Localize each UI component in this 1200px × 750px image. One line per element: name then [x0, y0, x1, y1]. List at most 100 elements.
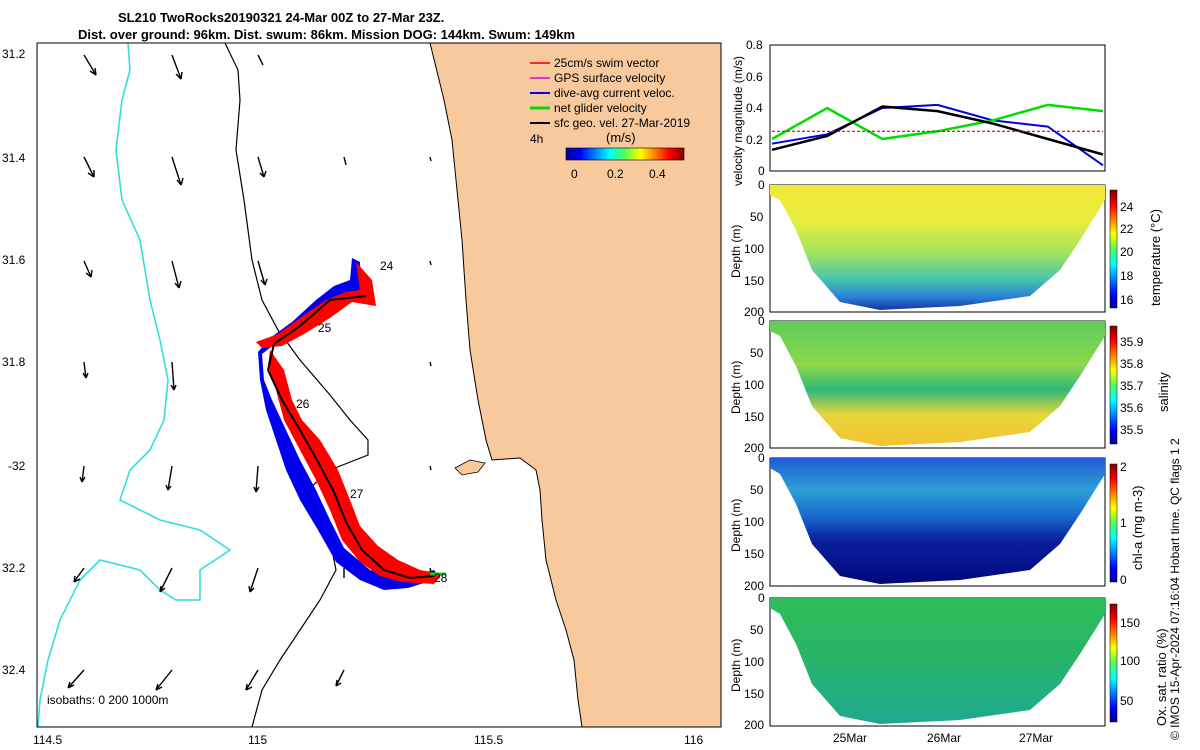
temp-cbtick-2: 20	[1120, 245, 1134, 259]
temperature-field	[770, 185, 1105, 310]
sal-cbtick-3: 35.8	[1120, 357, 1144, 371]
map-lon-ticks: 114.5 115 115.5 116	[33, 733, 703, 747]
time-tick-25mar: 25Mar	[833, 731, 867, 745]
temp-depth-50: 50	[750, 210, 764, 224]
chla-colorbar	[1109, 463, 1118, 583]
oxygen-field	[770, 598, 1105, 724]
arrow-14	[155, 669, 173, 691]
chla-cblabel: chl-a (mg m-3)	[1130, 485, 1145, 570]
vel-ytick-0: 0	[758, 164, 765, 178]
chla-cbtick-2: 2	[1120, 460, 1127, 474]
glider-track-line	[266, 295, 435, 580]
map-colorbar	[565, 147, 685, 161]
salinity-ylabel: Depth (m)	[729, 361, 743, 414]
chla-depth-0: 0	[758, 451, 765, 465]
temperature-colorbar	[1109, 189, 1118, 309]
velocity-panel: 0 0.2 0.4 0.6 0.8 velocity magnitude (m/…	[731, 38, 1106, 186]
temperature-ylabel: Depth (m)	[729, 225, 743, 278]
lon-tick-3: 115.5	[474, 733, 503, 747]
vel-ytick-2: 0.4	[746, 101, 763, 115]
arrow-3	[83, 156, 95, 178]
salinity-field	[770, 321, 1105, 446]
arrow-16	[257, 260, 268, 286]
ox-cbtick-2: 150	[1120, 616, 1140, 630]
arrow-9	[79, 465, 86, 483]
temp-cbtick-4: 24	[1120, 200, 1134, 214]
title-line-1: SL210 TwoRocks20190321 24-Mar 00Z to 27-…	[118, 10, 445, 25]
arrow-18	[248, 567, 259, 593]
lat-tick-4: 31.8	[2, 355, 26, 369]
legend-label-swim: 25cm/s swim vector	[554, 56, 659, 70]
temperature-panel: Depth (m) 16 18 20 22 24 temperature (°C…	[729, 184, 1163, 313]
map-colorbar-tick-0: 0	[571, 167, 578, 181]
arrow-27	[429, 465, 432, 471]
ox-depth-100: 100	[744, 655, 764, 669]
ox-cbtick-1: 100	[1120, 654, 1140, 668]
map-colorbar-tick-1: 0.2	[607, 167, 624, 181]
legend-4h: 4h	[530, 132, 543, 146]
map-colorbar-tick-2: 0.4	[649, 167, 666, 181]
sal-depth-50: 50	[750, 346, 764, 360]
velocity-marks	[771, 103, 1104, 167]
velocity-series-1	[771, 103, 1104, 167]
vel-ytick-3: 0.6	[746, 70, 763, 84]
salinity-colorbar	[1109, 325, 1118, 445]
day-label-28: 28	[434, 571, 448, 585]
chla-depth-200: 200	[744, 579, 764, 593]
ox-depth-50: 50	[750, 623, 764, 637]
oxygen-panel: Depth (m) 50 100 150 Ox. sat. ratio (%)	[729, 597, 1169, 727]
arrow-25	[429, 260, 432, 266]
lat-tick-6: 32.2	[2, 561, 26, 575]
velocity-ylabel: velocity magnitude (m/s)	[731, 56, 745, 186]
ox-cbtick-0: 50	[1120, 694, 1134, 708]
chla-cbtick-1: 1	[1120, 516, 1127, 530]
depth-ticks: 0 50 100 150 200 0 50 100 150 200 0 50 1…	[744, 178, 765, 732]
lat-tick-1: 31.2	[2, 47, 26, 61]
time-ticks: 25Mar 26Mar 27Mar	[833, 731, 1053, 745]
arrow-1	[83, 54, 97, 76]
lon-tick-1: 114.5	[33, 733, 62, 747]
day-label-27: 27	[350, 487, 364, 501]
lat-tick-5: -32	[8, 459, 26, 473]
arrow-23	[257, 54, 264, 66]
map-lat-ticks: 31.2 31.4 31.6 31.8 -32 32.2 32.4	[2, 47, 26, 677]
arrow-10	[165, 465, 173, 491]
lat-tick-7: 32.4	[2, 663, 26, 677]
temp-cbtick-0: 16	[1120, 293, 1134, 307]
legend-label-dive: dive-avg current veloc.	[554, 86, 675, 100]
arrow-2	[171, 54, 183, 80]
arrow-22	[343, 156, 347, 166]
map-panel: 24 25 26 27 28 25cm/s swim vector GPS su…	[2, 42, 722, 747]
ox-depth-200: 200	[744, 718, 764, 732]
time-tick-27mar: 27Mar	[1019, 731, 1053, 745]
ox-depth-0: 0	[758, 591, 765, 605]
deep-isobath	[37, 42, 232, 728]
chla-ylabel: Depth (m)	[729, 499, 743, 552]
map-legend: 25cm/s swim vector GPS surface velocity …	[530, 56, 690, 181]
sal-cbtick-1: 35.6	[1120, 401, 1144, 415]
sal-depth-100: 100	[744, 378, 764, 392]
temp-depth-200: 200	[744, 305, 764, 319]
arrow-7	[82, 361, 89, 379]
arrow-12	[159, 567, 173, 593]
velocity-axes	[769, 44, 1106, 172]
sal-cbtick-0: 35.5	[1120, 423, 1144, 437]
map-colorbar-unit: (m/s)	[606, 130, 636, 145]
vel-ytick-4: 0.8	[746, 38, 763, 52]
velocity-yticks: 0 0.2 0.4 0.6 0.8	[746, 38, 765, 178]
sal-depth-200: 200	[744, 441, 764, 455]
oxygen-colorbar	[1109, 603, 1118, 723]
legend-label-gps: GPS surface velocity	[554, 71, 665, 85]
map-axes-box	[36, 42, 722, 728]
shelf-isobath	[224, 42, 369, 728]
lat-tick-3: 31.6	[2, 253, 26, 267]
chla-depth-50: 50	[750, 483, 764, 497]
arrow-24	[429, 156, 432, 162]
chla-depth-150: 150	[744, 547, 764, 561]
sal-cbtick-2: 35.7	[1120, 379, 1144, 393]
arrow-19	[245, 669, 259, 691]
chla-depth-100: 100	[744, 515, 764, 529]
day-label-25: 25	[318, 321, 332, 335]
vel-ytick-1: 0.2	[746, 133, 763, 147]
